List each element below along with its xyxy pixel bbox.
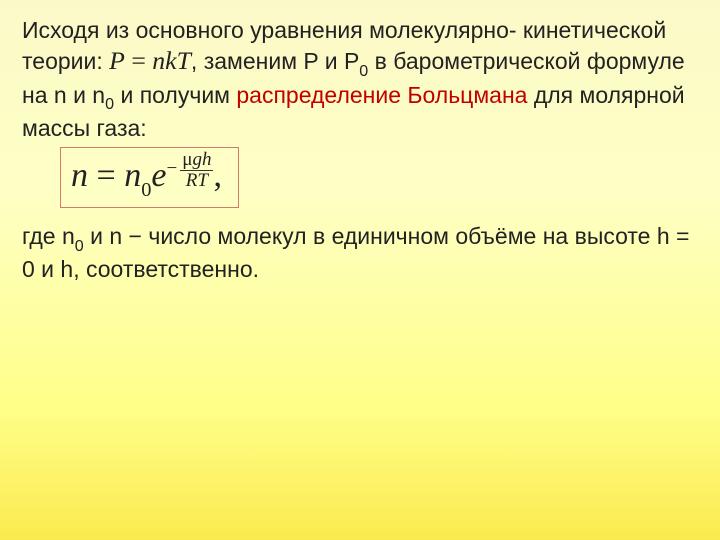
p1-d: и получим — [114, 82, 236, 108]
p2-a: где n — [22, 223, 75, 249]
p1-b: , заменим P и P — [191, 48, 359, 74]
inline-formula: P = nkT — [109, 46, 191, 75]
f-comma: , — [213, 157, 222, 194]
inline-P: P — [109, 46, 125, 75]
f-fraction: μghRT — [180, 150, 213, 191]
inline-eq: = — [125, 46, 152, 75]
formula-row: n = n0e−μghRT, — [22, 143, 698, 212]
inline-T: T — [177, 46, 191, 75]
f-exponent: −μghRT — [166, 150, 213, 191]
sub-0-c: 0 — [75, 237, 84, 255]
f-mu: μ — [182, 149, 192, 170]
inline-k: k — [165, 46, 176, 75]
highlight-term: распределение Больцмана — [236, 82, 527, 108]
f-minus: − — [166, 157, 177, 181]
f-frac-bot: RT — [180, 171, 213, 191]
f-n0-0: 0 — [141, 179, 151, 201]
inline-n: n — [152, 46, 165, 75]
slide-body: Исходя из основного уравнения молекулярн… — [0, 0, 720, 540]
f-n: n — [71, 157, 88, 194]
sub-0-b: 0 — [105, 95, 114, 113]
f-eq: = — [88, 157, 124, 194]
p2-b: и n − число молекул в единичном объёме н… — [22, 223, 689, 282]
paragraph-2: где n0 и n − число молекул в единичном о… — [22, 222, 698, 285]
f-frac-top: μgh — [180, 150, 213, 171]
f-gh: gh — [192, 149, 211, 170]
sub-0-a: 0 — [359, 62, 368, 80]
paragraph-1: Исходя из основного уравнения молекулярн… — [22, 16, 698, 143]
f-n0-n: n — [124, 157, 141, 194]
f-e: e — [151, 157, 166, 194]
boltzmann-formula-box: n = n0e−μghRT, — [60, 147, 239, 208]
